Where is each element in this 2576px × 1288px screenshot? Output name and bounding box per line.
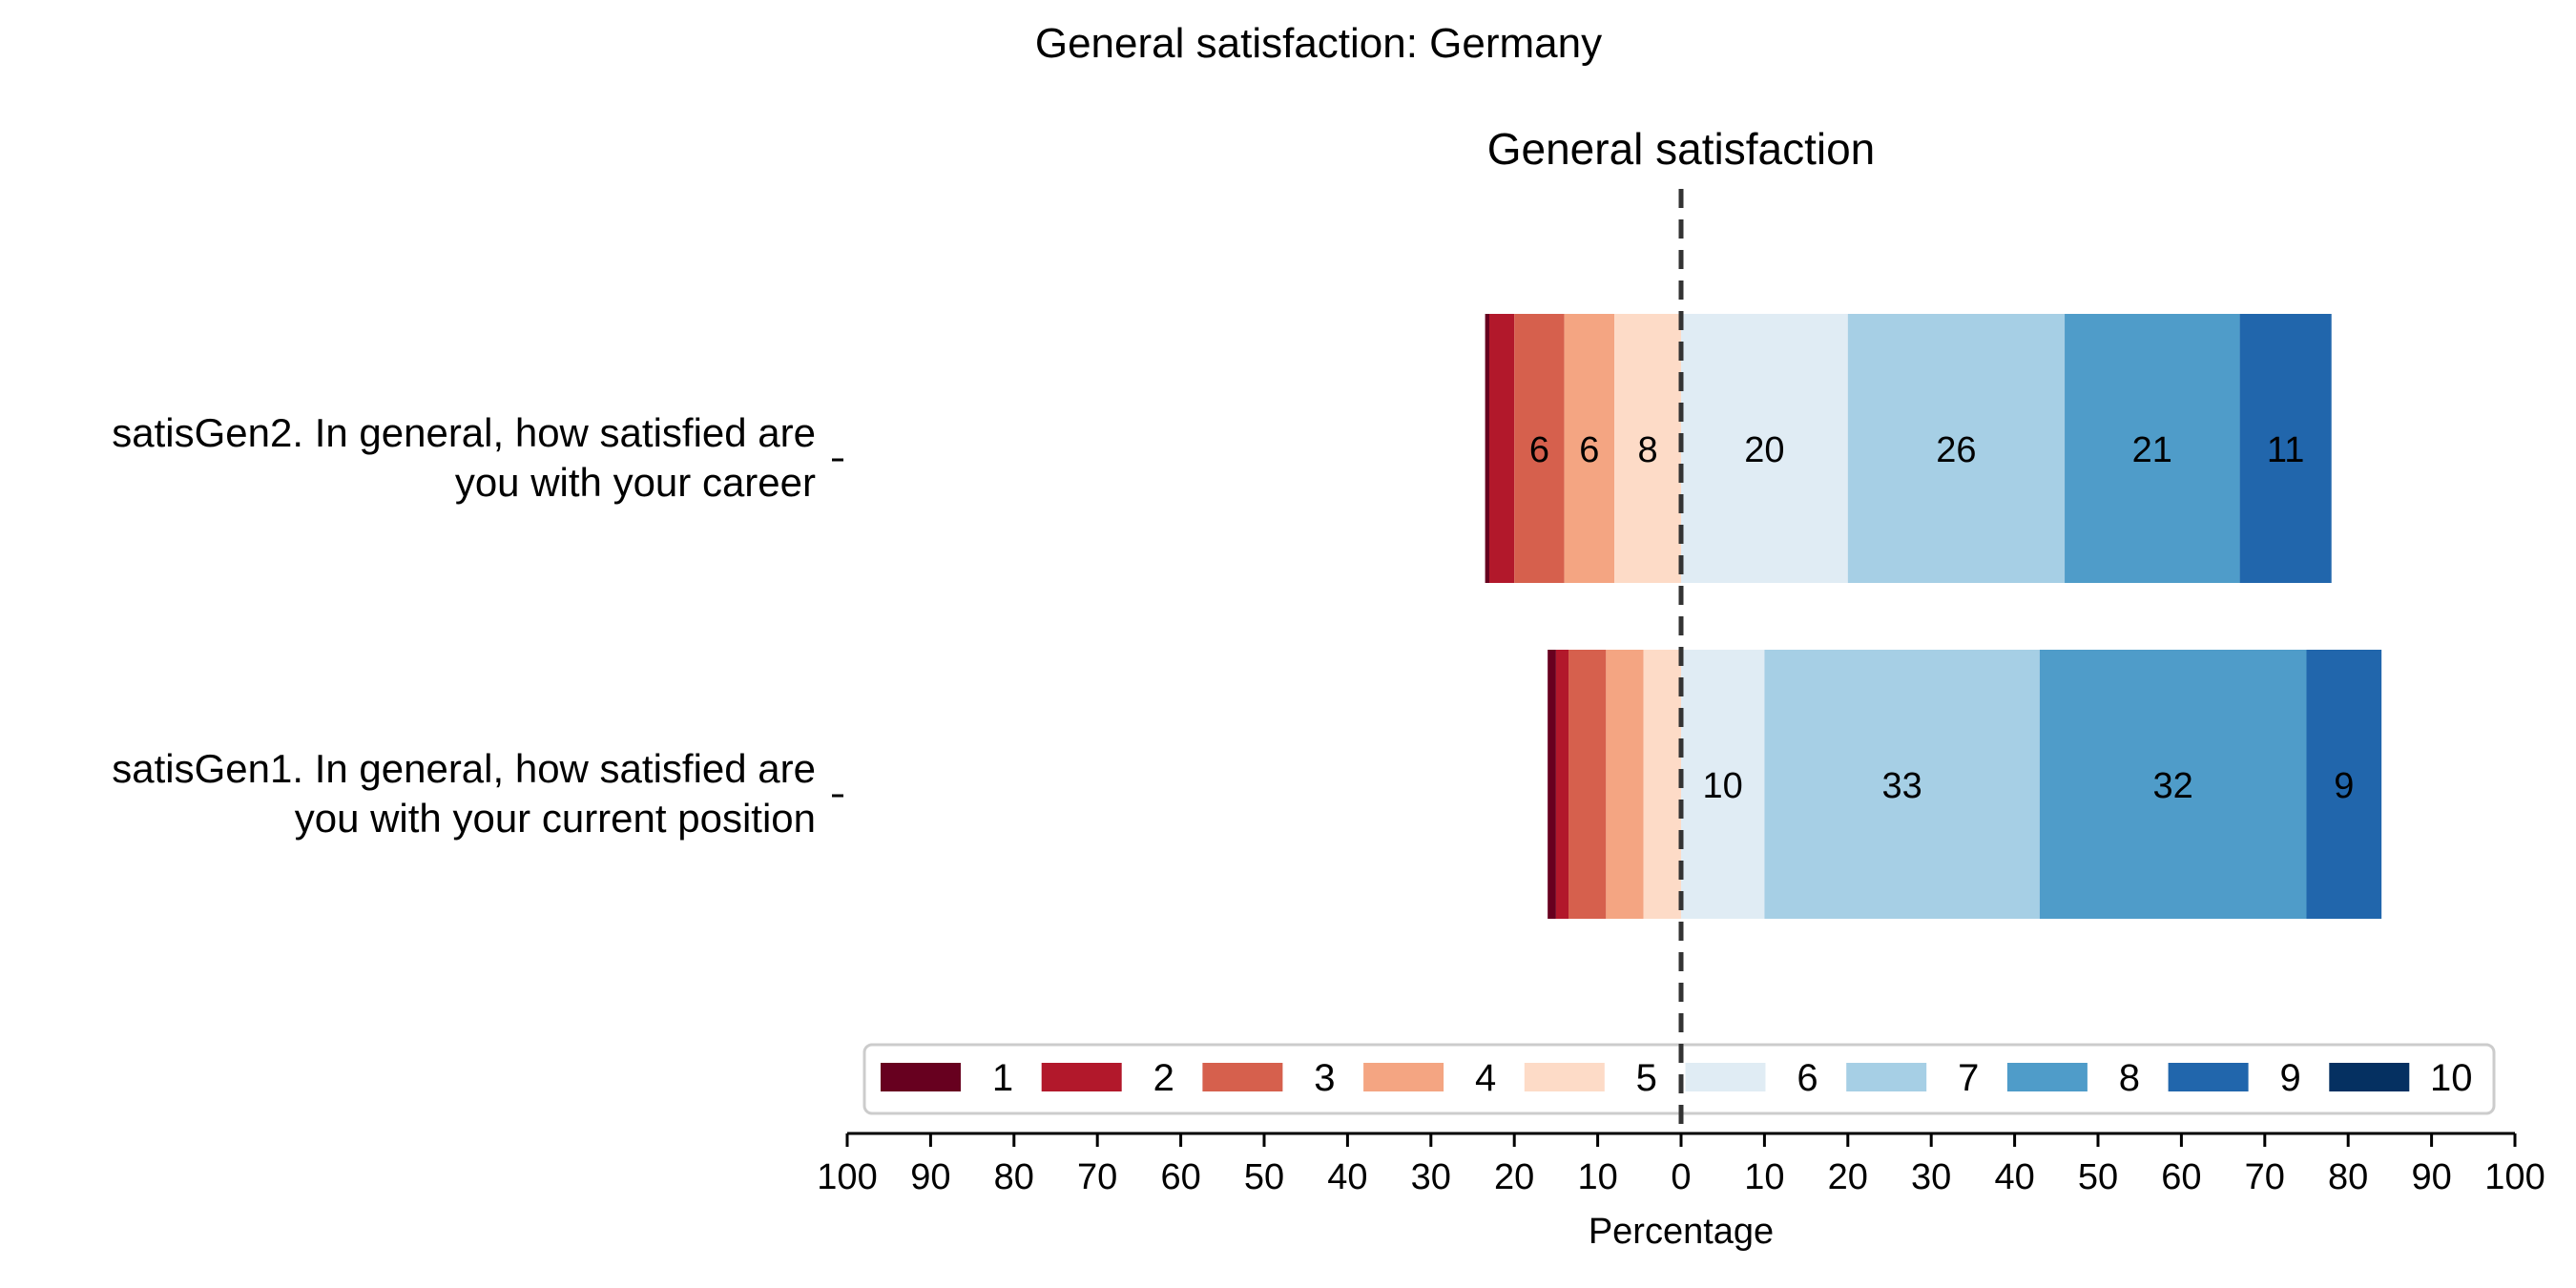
bar-segment-5	[1643, 650, 1681, 919]
bar-data-label: 6	[1579, 430, 1599, 470]
legend-label: 8	[2119, 1057, 2140, 1099]
bar-segment-2	[1555, 650, 1569, 919]
legend-swatch-10	[2329, 1063, 2410, 1091]
legend-label: 6	[1797, 1057, 1818, 1099]
x-axis-label: Percentage	[1589, 1212, 1774, 1252]
bar-segment-3	[1568, 650, 1607, 919]
bar-segment-2	[1488, 314, 1515, 583]
x-tick-label: 70	[1077, 1157, 1117, 1197]
bar-data-label: 8	[1637, 430, 1657, 470]
bar-segment-1	[1485, 314, 1489, 583]
category-label: satisGen1. In general, how satisfied are	[112, 746, 816, 791]
bar-segment-6	[1681, 314, 1848, 583]
category-label: satisGen2. In general, how satisfied are	[112, 410, 816, 455]
bar-data-label: 33	[1881, 766, 1922, 806]
bar-segment-8	[2039, 650, 2307, 919]
x-tick-label: 30	[1411, 1157, 1451, 1197]
bar-segment-7	[1764, 650, 2040, 919]
legend-swatch-7	[1846, 1063, 1927, 1091]
x-tick-label: 20	[1494, 1157, 1534, 1197]
x-tick-label: 10	[1744, 1157, 1784, 1197]
x-tick-label: 40	[1994, 1157, 2034, 1197]
bar-data-label: 10	[1703, 766, 1743, 806]
bar-data-label: 32	[2153, 766, 2193, 806]
legend-label: 4	[1475, 1057, 1496, 1099]
x-axis: 100 90 80 70 60 50 40 30 20 10 0 10 20 30 40 50 60 70 80 90…	[817, 1132, 2545, 1197]
legend-label: 2	[1153, 1057, 1174, 1099]
legend-swatch-9	[2168, 1063, 2249, 1091]
x-tick-label: 80	[994, 1157, 1034, 1197]
x-tick-label: 50	[2078, 1157, 2118, 1197]
legend-swatch-1	[881, 1063, 961, 1091]
chart-subtitle: General satisfaction	[1487, 124, 1876, 174]
legend-label: 1	[992, 1057, 1013, 1099]
x-tick-label: 70	[2245, 1157, 2285, 1197]
x-tick-label: 30	[1911, 1157, 1951, 1197]
legend-label: 10	[2430, 1057, 2473, 1099]
x-tick-label: 100	[2484, 1157, 2545, 1197]
category-labels: satisGen2. In general, how satisfied are…	[112, 410, 843, 841]
legend-swatch-4	[1363, 1063, 1444, 1091]
legend-swatch-6	[1685, 1063, 1766, 1091]
bar-segment-8	[2065, 314, 2240, 583]
bar-segment-9	[2306, 650, 2382, 919]
legend-label: 7	[1958, 1057, 1979, 1099]
bar-segment-1	[1548, 650, 1556, 919]
bar-segment-6	[1681, 650, 1765, 919]
x-tick-label: 90	[910, 1157, 950, 1197]
bar-data-label: 21	[2132, 430, 2172, 470]
x-tick-label: 0	[1671, 1157, 1691, 1197]
bar-data-label: 26	[1936, 430, 1976, 470]
x-tick-label: 50	[1244, 1157, 1284, 1197]
x-tick-label: 60	[2161, 1157, 2201, 1197]
category-label: you with your current position	[295, 796, 816, 841]
bar-data-label: 6	[1529, 430, 1549, 470]
legend-swatch-8	[2006, 1063, 2088, 1091]
category-label: you with your career	[455, 460, 816, 505]
legend-swatch-2	[1041, 1063, 1122, 1091]
x-tick-label: 60	[1160, 1157, 1200, 1197]
bar-segment-4	[1606, 650, 1644, 919]
bar-segment-5	[1614, 314, 1681, 583]
bar-segment-4	[1564, 314, 1615, 583]
bar-data-label: 20	[1744, 430, 1784, 470]
x-tick-label: 80	[2328, 1157, 2368, 1197]
x-tick-label: 20	[1828, 1157, 1868, 1197]
bar-data-label: 11	[2267, 430, 2304, 470]
bar-segment-7	[1847, 314, 2066, 583]
legend-label: 3	[1314, 1057, 1335, 1099]
bar-segment-3	[1514, 314, 1565, 583]
x-tick-label: 90	[2411, 1157, 2451, 1197]
x-tick-label: 100	[817, 1157, 877, 1197]
legend-label: 9	[2279, 1057, 2300, 1099]
legend-label: 5	[1636, 1057, 1657, 1099]
legend-swatch-3	[1202, 1063, 1283, 1091]
chart-title: General satisfaction: Germany	[1035, 20, 1602, 67]
bar-data-label: 9	[2334, 766, 2354, 806]
x-tick-label: 40	[1327, 1157, 1367, 1197]
x-tick-label: 10	[1577, 1157, 1617, 1197]
legend-swatch-5	[1524, 1063, 1605, 1091]
bar-segment-9	[2239, 314, 2332, 583]
